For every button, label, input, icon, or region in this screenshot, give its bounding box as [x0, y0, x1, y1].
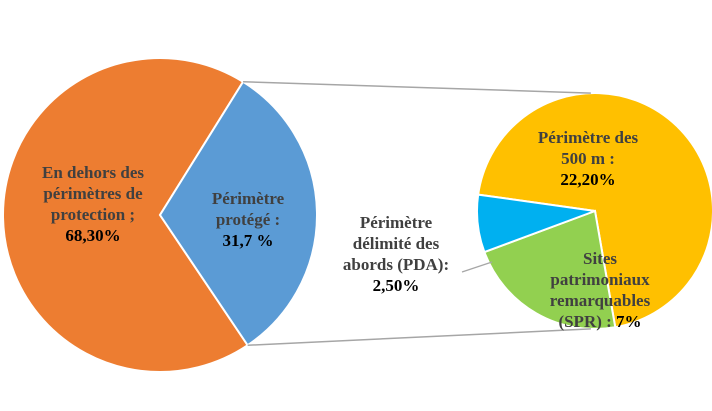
connector-line-top: [243, 81, 591, 94]
main-pie-slice-outside-protection: [2, 57, 250, 373]
slice-value: 68,30%: [65, 226, 121, 245]
label-line: 500 m :: [561, 149, 615, 168]
slice-label-500m: Périmètre des 500 m : 22,20%: [518, 127, 658, 190]
label-line: Périmètre des: [537, 128, 639, 147]
main-pie-slice-protected-overlay: [158, 80, 318, 347]
label-line: Périmètre: [211, 189, 285, 208]
pda-leader-line: [461, 261, 493, 273]
label-line: Sites: [583, 249, 617, 268]
slice-value: 31,7 %: [222, 231, 274, 250]
label-line: Périmètre: [359, 213, 433, 232]
label-line: abords (PDA):: [342, 255, 450, 274]
slice-value: 2,50%: [372, 276, 420, 295]
label-line: protection ;: [50, 205, 136, 224]
slice-label-outside-protection: En dehors des périmètres de protection ;…: [8, 162, 178, 246]
secondary-pie-slice-pda: [476, 193, 596, 254]
connector-line-bottom: [247, 328, 591, 346]
label-line: En dehors des: [41, 163, 145, 182]
label-line: (SPR) :: [558, 312, 612, 331]
slice-label-spr: Sites patrimoniaux remarquables (SPR) : …: [530, 248, 670, 332]
label-line: protégé :: [215, 210, 281, 229]
label-line: patrimoniaux: [550, 270, 650, 289]
label-line: périmètres de: [43, 184, 143, 203]
slice-label-pda: Périmètre délimité des abords (PDA): 2,5…: [330, 212, 462, 296]
label-line: délimité des: [352, 234, 440, 253]
slice-value: 22,20%: [560, 170, 616, 189]
slice-label-protected: Périmètre protégé : 31,7 %: [180, 188, 316, 251]
slice-value: 7%: [616, 312, 642, 331]
label-line: remarquables: [549, 291, 651, 310]
